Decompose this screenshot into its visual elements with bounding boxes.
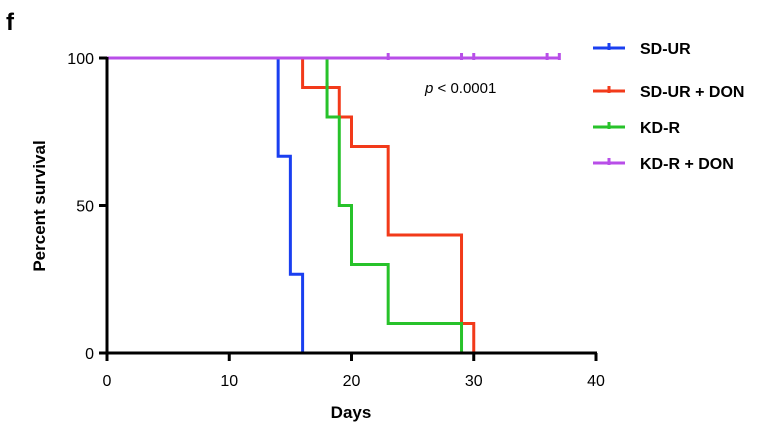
legend-label: KD-R (640, 120, 680, 137)
y-axis-title: Percent survival (30, 140, 49, 271)
legend-label: SD-UR (640, 41, 691, 58)
x-tick-label: 0 (103, 373, 112, 390)
curves-layer (107, 53, 561, 353)
x-tick-label: 30 (465, 373, 483, 390)
series-line-2 (107, 56, 464, 353)
x-axis-title: Days (331, 403, 372, 422)
legend: SD-UR SD-UR + DON KD-R KD-R + DON (593, 41, 744, 173)
p-value-symbol: p (424, 80, 433, 97)
x-tick-label: 20 (343, 373, 361, 390)
series-line-0 (107, 56, 305, 353)
legend-label: KD-R + DON (640, 156, 734, 173)
y-tick-label: 50 (76, 199, 94, 216)
y-tick-label: 100 (67, 51, 94, 68)
panel-label: f (6, 9, 15, 36)
p-value-annotation: p < 0.0001 (424, 80, 496, 97)
ticks-layer: 0 10 20 30 40 0 50 100 (67, 51, 605, 390)
legend-label: SD-UR + DON (640, 84, 744, 101)
x-tick-label: 40 (587, 373, 605, 390)
x-tick-label: 10 (220, 373, 238, 390)
y-tick-label: 0 (85, 346, 94, 363)
p-value-text: < 0.0001 (433, 80, 496, 97)
